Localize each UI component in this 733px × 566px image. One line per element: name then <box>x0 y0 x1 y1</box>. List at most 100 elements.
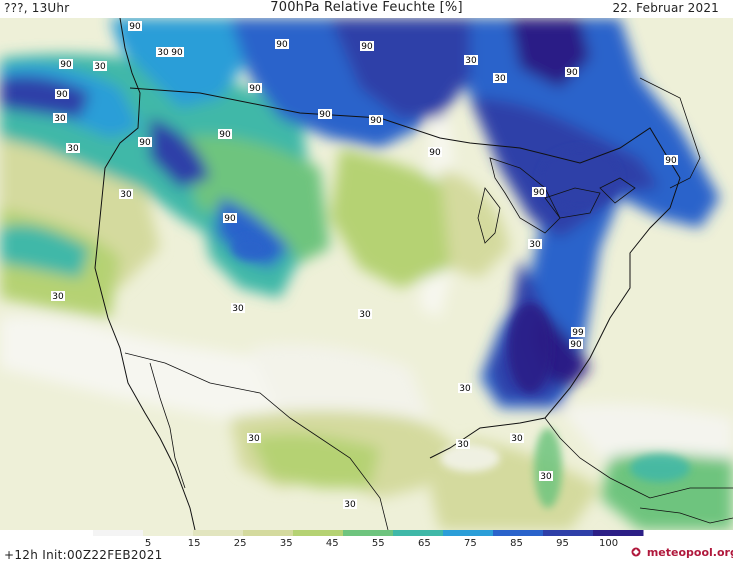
svg-text:30: 30 <box>232 304 244 314</box>
contour-label: 30 <box>464 55 478 66</box>
contour-label: 30 <box>528 239 542 250</box>
svg-text:30: 30 <box>94 62 106 72</box>
svg-text:30: 30 <box>344 500 356 510</box>
svg-text:90: 90 <box>249 84 261 94</box>
humidity-map: 90 90 90 90 90 30 30 30 30 90 90 90 90 9… <box>0 18 733 530</box>
svg-text:90: 90 <box>665 156 677 166</box>
legend-swatch <box>343 530 394 536</box>
svg-text:30: 30 <box>54 114 66 124</box>
header: ???, 13Uhr 700hPa Relative Feuchte [%] 2… <box>0 0 733 18</box>
contour-label: 30 <box>93 61 107 72</box>
svg-text:99: 99 <box>572 328 584 338</box>
date-label: 22. Februar 2021 <box>612 1 719 15</box>
legend-swatch <box>493 530 544 536</box>
contour-label: 30 <box>458 383 472 394</box>
legend-swatch <box>293 530 344 536</box>
contour-label: 30 <box>156 47 170 58</box>
svg-text:90: 90 <box>224 214 236 224</box>
svg-text:30: 30 <box>359 310 371 320</box>
meteopool-logo-text: meteopool.org <box>646 546 733 559</box>
contour-label: 90 <box>532 187 546 198</box>
legend-swatch <box>543 530 594 536</box>
svg-text:90: 90 <box>129 22 141 32</box>
contour-label: 90 <box>275 39 289 50</box>
svg-text:30: 30 <box>52 292 64 302</box>
svg-text:90: 90 <box>370 116 382 126</box>
svg-text:30: 30 <box>157 48 169 58</box>
svg-text:90: 90 <box>533 188 545 198</box>
contour-label: 90 <box>569 339 583 350</box>
contour-labels: 90 90 90 90 90 30 30 30 30 90 90 90 90 9… <box>51 21 678 510</box>
meteopool-logo-icon <box>631 547 641 557</box>
contour-label: 90 <box>428 147 442 158</box>
svg-text:90: 90 <box>60 60 72 70</box>
legend-tick-label: 95 <box>556 538 569 548</box>
svg-text:30: 30 <box>459 384 471 394</box>
contour-label: 90 <box>664 155 678 166</box>
svg-text:90: 90 <box>276 40 288 50</box>
legend-swatch <box>593 530 644 536</box>
contour-label: 30 <box>66 143 80 154</box>
map-borders <box>94 18 733 530</box>
svg-text:90: 90 <box>139 138 151 148</box>
contour-label: 30 <box>231 303 245 314</box>
humidity-field <box>0 18 733 530</box>
valid-time-label: ???, 13Uhr <box>4 1 70 15</box>
legend-swatch <box>93 530 144 536</box>
contour-label: 90 <box>55 89 69 100</box>
contour-label: 30 <box>493 73 507 84</box>
contour-label: 30 <box>53 113 67 124</box>
svg-text:90: 90 <box>566 68 578 78</box>
contour-label: 30 <box>343 499 357 510</box>
contour-label: 30 <box>539 471 553 482</box>
legend-tick-label: 65 <box>418 538 431 548</box>
svg-text:30: 30 <box>511 434 523 444</box>
legend-ticks: 5 15 25 35 45 55 65 75 85 95 100 <box>145 538 618 548</box>
svg-text:90: 90 <box>570 340 582 350</box>
contour-label: 30 <box>456 439 470 450</box>
legend-tick-label: 55 <box>372 538 385 548</box>
contour-label: 30 <box>119 189 133 200</box>
legend-swatches <box>93 530 644 536</box>
legend-swatch <box>143 530 194 536</box>
svg-text:90: 90 <box>56 90 68 100</box>
color-legend: 5 15 25 35 45 55 65 75 85 95 100 <box>93 530 644 548</box>
contour-label: 30 <box>51 291 65 302</box>
svg-text:30: 30 <box>540 472 552 482</box>
svg-text:30: 30 <box>494 74 506 84</box>
legend-swatch <box>443 530 494 536</box>
svg-text:90: 90 <box>361 42 373 52</box>
contour-label: 30 <box>510 433 524 444</box>
contour-label: 99 <box>571 327 585 338</box>
contour-label: 90 <box>218 129 232 140</box>
svg-text:30: 30 <box>529 240 541 250</box>
legend-tick-label: 75 <box>464 538 477 548</box>
legend-tick-label: 85 <box>510 538 523 548</box>
legend-tick-label: 100 <box>599 538 618 548</box>
contour-label: 90 <box>318 109 332 120</box>
contour-label: 30 <box>247 433 261 444</box>
svg-text:30: 30 <box>67 144 79 154</box>
contour-label: 90 <box>138 137 152 148</box>
legend-tick-label: 15 <box>188 538 201 548</box>
contour-label: 90 <box>128 21 142 32</box>
map-title: 700hPa Relative Feuchte [%] <box>270 0 463 15</box>
contour-label: 30 <box>358 309 372 320</box>
contour-label: 90 <box>565 67 579 78</box>
init-time-label: +12h Init:00Z22FEB2021 <box>4 548 163 562</box>
svg-text:90: 90 <box>219 130 231 140</box>
legend-tick-label: 25 <box>234 538 247 548</box>
contour-label: 90 <box>248 83 262 94</box>
svg-text:90: 90 <box>171 48 183 58</box>
legend-swatch <box>393 530 444 536</box>
svg-text:90: 90 <box>319 110 331 120</box>
svg-text:30: 30 <box>457 440 469 450</box>
contour-label: 90 <box>170 47 184 58</box>
legend-tick-label: 5 <box>145 538 151 548</box>
footer: 5 15 25 35 45 55 65 75 85 95 100 +12h Init:00Z22FE… <box>0 530 733 566</box>
meteopool-logo[interactable]: meteopool.org <box>631 546 733 559</box>
legend-swatch <box>193 530 244 536</box>
contour-label: 90 <box>59 59 73 70</box>
legend-swatch <box>243 530 294 536</box>
svg-text:30: 30 <box>465 56 477 66</box>
